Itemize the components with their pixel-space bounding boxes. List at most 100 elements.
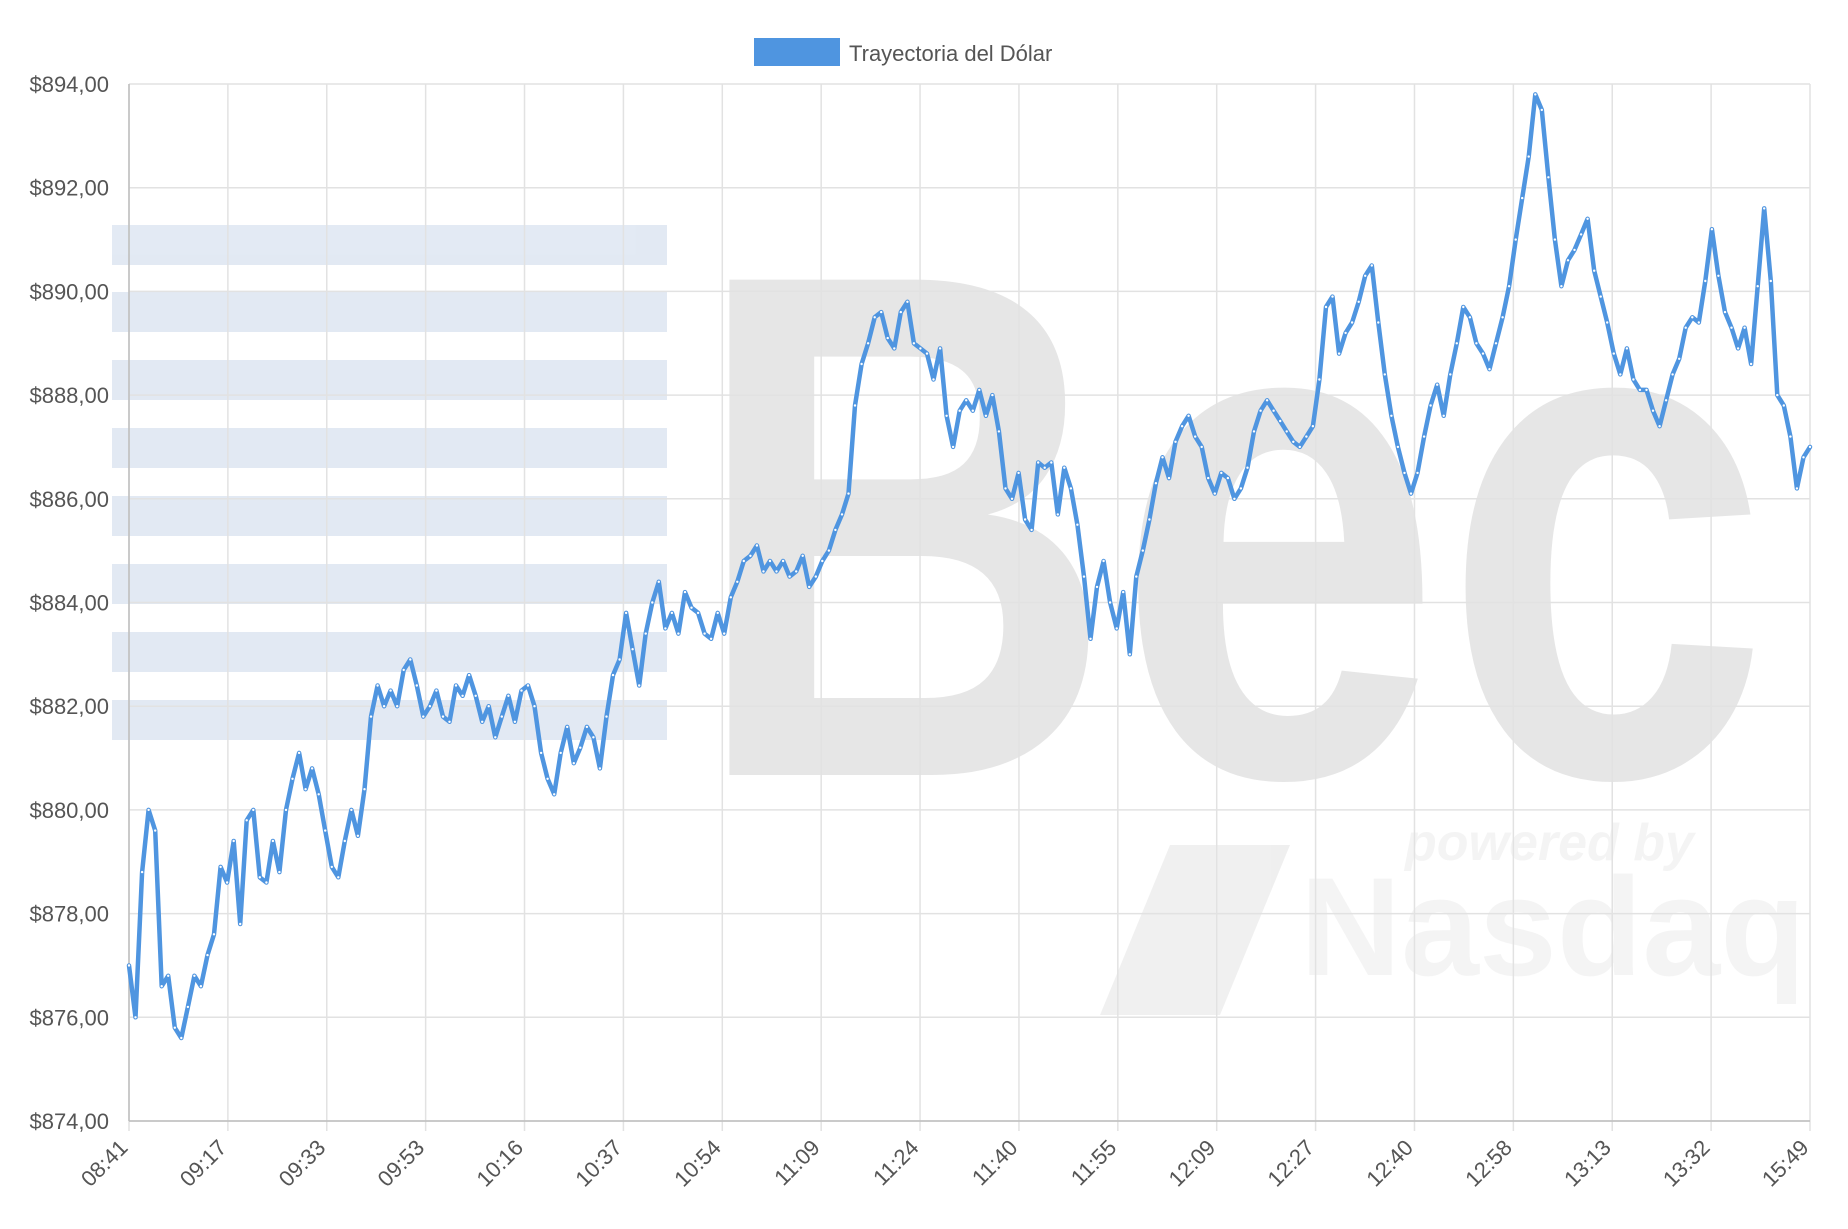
data-point — [827, 549, 831, 552]
series-layer — [126, 92, 1813, 1041]
data-point — [1553, 238, 1557, 241]
y-tick-label: $874,00 — [29, 1109, 109, 1134]
data-point — [1540, 108, 1544, 112]
data-point — [310, 767, 314, 770]
data-point — [1082, 575, 1086, 578]
data-point — [1481, 352, 1485, 355]
data-point — [1370, 264, 1374, 267]
data-point — [1579, 233, 1583, 236]
data-point — [1023, 518, 1027, 521]
x-tick-label: 13:13 — [1559, 1135, 1616, 1192]
data-point — [559, 751, 562, 755]
data-point — [801, 554, 804, 557]
data-point — [382, 705, 386, 708]
data-point — [1710, 228, 1714, 231]
data-point — [1730, 326, 1733, 329]
series-line-0 — [126, 92, 1813, 1041]
data-point — [258, 876, 261, 879]
watermark-powered-by: powered by — [1403, 814, 1697, 872]
data-point — [1076, 523, 1079, 526]
y-tick-label: $890,00 — [29, 279, 109, 304]
data-point — [507, 694, 510, 697]
data-point — [1442, 414, 1445, 417]
data-point — [945, 414, 948, 417]
data-point — [1213, 492, 1217, 495]
data-point — [965, 399, 968, 402]
data-point — [1507, 285, 1511, 288]
data-point — [1560, 285, 1563, 288]
data-point — [1586, 217, 1589, 220]
data-point — [1246, 466, 1249, 469]
data-point — [369, 715, 373, 718]
data-point — [873, 316, 876, 319]
data-point — [1337, 352, 1341, 355]
data-point — [997, 430, 1001, 433]
data-point — [1030, 528, 1033, 532]
data-point — [624, 611, 628, 615]
data-point — [1723, 310, 1727, 314]
x-tick-label: 12:09 — [1164, 1135, 1221, 1192]
data-point — [1311, 425, 1315, 428]
data-point — [167, 974, 170, 977]
data-point — [1037, 461, 1040, 464]
data-point — [912, 342, 916, 345]
data-point — [919, 347, 922, 350]
data-point — [1749, 362, 1753, 366]
data-point — [291, 777, 294, 780]
grid — [128, 83, 1811, 1131]
data-point — [1239, 487, 1243, 490]
data-point — [1174, 440, 1177, 443]
data-point — [1416, 471, 1419, 475]
data-point — [984, 414, 988, 417]
data-point — [585, 725, 589, 729]
data-point — [1272, 409, 1275, 412]
series-points — [127, 93, 1812, 1040]
data-point — [1220, 471, 1223, 475]
data-point — [389, 689, 392, 692]
data-point — [1501, 316, 1504, 319]
data-point — [1691, 316, 1694, 319]
watermark-nasdaq-text: Nasdaq — [1300, 848, 1806, 1005]
data-point — [363, 788, 366, 791]
data-point — [605, 715, 608, 718]
data-point — [1331, 295, 1334, 298]
data-point — [1324, 305, 1328, 309]
legend-label: Trayectoria del Dólar — [849, 41, 1052, 66]
data-point — [193, 974, 196, 977]
data-point — [566, 725, 569, 729]
data-point — [454, 684, 458, 687]
data-point — [154, 829, 157, 832]
data-point — [265, 881, 268, 884]
data-point — [1612, 352, 1616, 355]
data-point — [1377, 321, 1380, 324]
data-point — [1566, 259, 1570, 262]
x-tick-label: 13:32 — [1658, 1135, 1715, 1192]
data-point — [396, 705, 399, 708]
data-point — [853, 404, 857, 407]
data-point — [709, 637, 713, 640]
data-point — [245, 819, 248, 822]
data-point — [840, 513, 844, 516]
data-point — [539, 751, 543, 755]
x-tick-label: 10:16 — [471, 1135, 528, 1192]
data-point — [1684, 326, 1687, 329]
data-point — [938, 347, 942, 350]
axes — [128, 84, 1810, 1122]
x-tick-label: 10:37 — [570, 1135, 627, 1192]
data-point — [1050, 461, 1053, 464]
legend[interactable]: Trayectoria del Dólar — [754, 38, 1052, 66]
x-tick-label: 08:41 — [76, 1135, 133, 1192]
data-point — [1226, 476, 1230, 480]
data-point — [1645, 388, 1648, 392]
data-point — [520, 689, 523, 692]
data-point — [1782, 404, 1786, 407]
data-point — [1534, 93, 1537, 96]
data-point — [670, 611, 674, 615]
data-point — [592, 736, 595, 739]
data-point — [1763, 207, 1766, 210]
data-point — [1632, 378, 1635, 381]
data-point — [219, 865, 222, 869]
data-point — [1043, 466, 1046, 469]
data-point — [866, 342, 870, 345]
